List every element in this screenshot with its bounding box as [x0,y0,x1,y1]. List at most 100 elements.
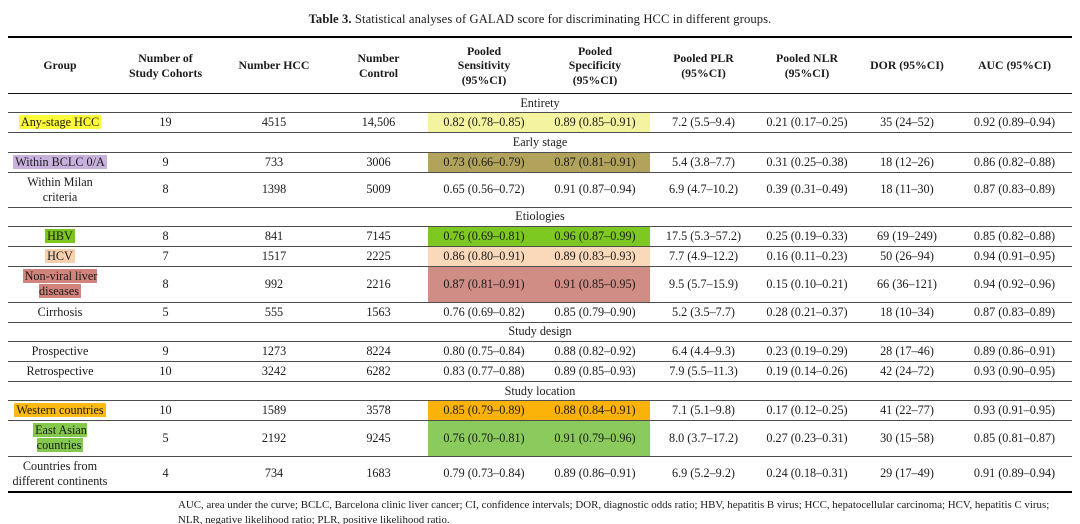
section-row: Study location [8,381,1072,402]
value-cell-pooled-specificity: 0.88 (0.84–0.91) [540,400,650,422]
value-cell-pooled-sensitivity: 0.83 (0.77–0.88) [428,361,540,383]
value-cell-auc: 0.93 (0.91–0.95) [957,400,1072,422]
section-label: Study design [8,321,1072,342]
value-cell-number-hcc: 1517 [219,246,329,268]
value-cell-study-cohorts: 8 [112,266,219,303]
value-cell-number-hcc: 555 [219,302,329,323]
value-cell-study-cohorts: 4 [112,456,219,493]
column-header-dor: DOR (95%CI) [857,37,957,95]
section-row: Entirety [8,93,1072,114]
group-label: Non-viral liver diseases [22,269,98,299]
group-label: Any-stage HCC [18,115,102,130]
group-cell: Within BCLC 0/A [8,152,112,173]
value-cell-pooled-specificity: 0.96 (0.87–0.99) [540,226,650,248]
value-cell-pooled-specificity: 0.87 (0.81–0.91) [540,152,650,173]
table-row: Within BCLC 0/A 9 733 3006 0.73 (0.66–0.79) 0… [8,152,1072,173]
group-cell: HCV [8,246,112,268]
section-label: Etiologies [8,206,1072,228]
column-header-number-hcc: Number HCC [219,37,329,95]
value-cell-pooled-specificity: 0.91 (0.79–0.96) [540,420,650,457]
value-cell-study-cohorts: 5 [112,420,219,457]
value-cell-number-control: 9245 [329,420,428,457]
table-row: Non-viral liver diseases 8 992 2216 0.87 (0.… [8,266,1072,303]
value-cell-number-hcc: 841 [219,226,329,248]
value-cell-pooled-plr: 6.4 (4.4–9.3) [650,341,757,362]
value-cell-auc: 0.93 (0.90–0.95) [957,361,1072,383]
value-cell-pooled-specificity: 0.91 (0.85–0.95) [540,266,650,303]
table-row: Prospective 9 1273 8224 0.80 (0.75–0.84) 0.88… [8,341,1072,362]
group-cell: Retrospective [8,361,112,383]
section-label: Entirety [8,93,1072,114]
value-cell-pooled-sensitivity: 0.79 (0.73–0.84) [428,456,540,493]
galad-statistics-table: Group Number of Study Cohorts Number HCC Nu… [8,36,1072,493]
value-cell-pooled-nlr: 0.24 (0.18–0.31) [757,456,857,493]
value-cell-pooled-plr: 7.2 (5.5–9.4) [650,112,757,134]
column-header-pooled-specificity: Pooled Specificity (95%CI) [540,37,650,95]
value-cell-pooled-specificity: 0.89 (0.85–0.93) [540,361,650,383]
value-cell-pooled-plr: 7.7 (4.9–12.2) [650,246,757,268]
value-cell-pooled-specificity: 0.89 (0.83–0.93) [540,246,650,268]
value-cell-pooled-sensitivity: 0.76 (0.70–0.81) [428,420,540,457]
value-cell-number-hcc: 4515 [219,112,329,134]
group-cell: Countries from different continents [8,456,112,493]
value-cell-number-control: 5009 [329,172,428,208]
value-cell-auc: 0.85 (0.81–0.87) [957,420,1072,457]
value-cell-study-cohorts: 10 [112,400,219,422]
group-cell: Cirrhosis [8,302,112,323]
group-label: Western countries [14,403,106,418]
group-label: East Asian countries [33,423,87,453]
column-header-auc: AUC (95%CI) [957,37,1072,95]
value-cell-number-hcc: 992 [219,266,329,303]
value-cell-study-cohorts: 9 [112,341,219,362]
value-cell-auc: 0.94 (0.91–0.95) [957,246,1072,268]
header-row: Group Number of Study Cohorts Number HCC Nu… [8,37,1072,95]
value-cell-number-control: 14,506 [329,112,428,134]
group-cell: Any-stage HCC [8,112,112,134]
value-cell-pooled-specificity: 0.85 (0.79–0.90) [540,302,650,323]
table-body: Entirety Any-stage HCC 19 4515 14,506 0.82 (0… [8,93,1072,493]
column-header-number-control: Number Control [329,37,428,95]
column-header-pooled-sensitivity: Pooled Sensitivity (95%CI) [428,37,540,95]
value-cell-pooled-nlr: 0.25 (0.19–0.33) [757,226,857,248]
value-cell-auc: 0.87 (0.83–0.89) [957,172,1072,208]
value-cell-pooled-specificity: 0.91 (0.87–0.94) [540,172,650,208]
table-title-text: Statistical analyses of GALAD score for … [351,12,772,26]
value-cell-pooled-specificity: 0.89 (0.86–0.91) [540,456,650,493]
group-cell: Prospective [8,341,112,362]
value-cell-study-cohorts: 8 [112,226,219,248]
group-label: Prospective [31,343,89,358]
value-cell-pooled-plr: 5.4 (3.8–7.7) [650,152,757,173]
value-cell-pooled-nlr: 0.17 (0.12–0.25) [757,400,857,422]
value-cell-pooled-plr: 6.9 (5.2–9.2) [650,456,757,493]
value-cell-pooled-specificity: 0.88 (0.82–0.92) [540,341,650,362]
value-cell-pooled-plr: 7.1 (5.1–9.8) [650,400,757,422]
group-cell: Western countries [8,400,112,422]
value-cell-dor: 50 (26–94) [857,246,957,268]
value-cell-number-control: 3578 [329,400,428,422]
value-cell-pooled-sensitivity: 0.86 (0.80–0.91) [428,246,540,268]
value-cell-pooled-nlr: 0.19 (0.14–0.26) [757,361,857,383]
value-cell-dor: 41 (22–77) [857,400,957,422]
value-cell-pooled-sensitivity: 0.82 (0.78–0.85) [428,112,540,134]
value-cell-pooled-sensitivity: 0.85 (0.79–0.89) [428,400,540,422]
value-cell-number-control: 3006 [329,152,428,173]
value-cell-number-hcc: 733 [219,152,329,173]
group-cell: HBV [8,226,112,248]
value-cell-auc: 0.85 (0.82–0.88) [957,226,1072,248]
value-cell-number-control: 1563 [329,302,428,323]
value-cell-pooled-plr: 6.9 (4.7–10.2) [650,172,757,208]
column-header-group: Group [8,37,112,95]
value-cell-pooled-sensitivity: 0.87 (0.81–0.91) [428,266,540,303]
group-label: Cirrhosis [37,304,83,319]
group-label: Within Milan criteria [27,174,93,204]
table-row: Within Milan criteria 8 1398 5009 0.65 (0.56… [8,172,1072,208]
group-label: HBV [45,229,75,244]
value-cell-study-cohorts: 7 [112,246,219,268]
table-row: Any-stage HCC 19 4515 14,506 0.82 (0.78–0.85… [8,112,1072,134]
value-cell-pooled-nlr: 0.28 (0.21–0.37) [757,302,857,323]
value-cell-pooled-nlr: 0.23 (0.19–0.29) [757,341,857,362]
group-label: Retrospective [26,363,94,378]
group-cell: East Asian countries [8,420,112,457]
value-cell-pooled-plr: 7.9 (5.5–11.3) [650,361,757,383]
